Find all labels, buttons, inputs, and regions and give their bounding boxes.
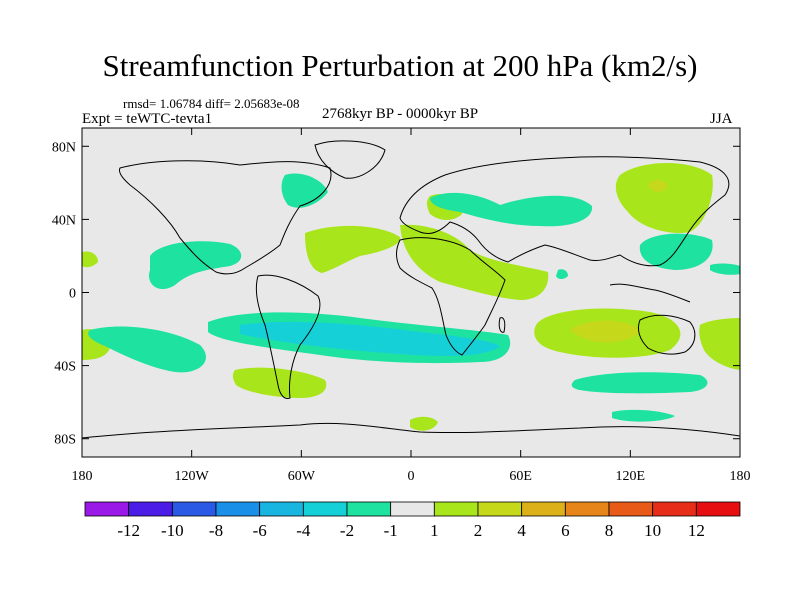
coastline-south-america bbox=[255, 274, 321, 399]
coastline-antarctica bbox=[82, 422, 740, 439]
lon-tick-label: 60E bbox=[509, 469, 532, 484]
coastline-north-america bbox=[119, 160, 332, 275]
contour-positive-indian-core bbox=[570, 320, 640, 343]
colorbar-label: 4 bbox=[517, 521, 526, 540]
contour-fill-layer bbox=[82, 162, 740, 431]
colorbar-swatch bbox=[215, 501, 261, 517]
lon-tick-label: 180 bbox=[730, 469, 751, 484]
colorbar-label: 2 bbox=[474, 521, 483, 540]
contour-positive-siberia bbox=[615, 162, 713, 234]
colorbar-swatch bbox=[652, 501, 697, 517]
latitude-axis: 80N 40N 0 40S 80S bbox=[52, 140, 740, 448]
colorbar-label: -4 bbox=[296, 521, 311, 540]
experiment-label: Expt = teWTC-tevta1 bbox=[82, 111, 213, 127]
contour-negative-asia-band bbox=[430, 192, 593, 227]
contour-positive-atlantic bbox=[305, 225, 401, 273]
colorbar-label: 1 bbox=[430, 521, 439, 540]
colorbar-swatch bbox=[521, 501, 566, 517]
season-label: JJA bbox=[710, 111, 733, 127]
colorbar-swatch bbox=[608, 501, 654, 517]
colorbar-swatch bbox=[477, 501, 523, 517]
colorbar-swatch bbox=[302, 501, 348, 517]
coastline-greenland bbox=[314, 140, 386, 179]
colorbar-swatch bbox=[695, 501, 741, 517]
colorbar-swatch bbox=[171, 501, 217, 517]
contour-positive-antarctic bbox=[410, 416, 438, 431]
colorbar-swatch bbox=[259, 501, 304, 517]
coastline-africa bbox=[396, 237, 506, 356]
contour-negative-southern-ocean bbox=[571, 372, 708, 394]
colorbar-swatch bbox=[128, 501, 173, 517]
colorbar-swatch bbox=[433, 501, 479, 517]
contour-negative-china bbox=[639, 233, 713, 270]
colorbar-label: 8 bbox=[605, 521, 614, 540]
coastline-australia bbox=[637, 314, 696, 355]
colorbar-label: -12 bbox=[117, 521, 140, 540]
contour-positive-africa bbox=[400, 224, 549, 300]
colorbar-label: -6 bbox=[253, 521, 267, 540]
contour-negative-indonesia bbox=[556, 269, 568, 279]
period-label: 2768kyr BP - 0000kyr BP bbox=[322, 106, 479, 122]
coastline-indonesia bbox=[609, 283, 691, 303]
colorbar-swatch bbox=[390, 501, 435, 517]
coastline-madagascar bbox=[498, 317, 506, 333]
longitude-axis: 180 120W 60W 0 60E 120E 180 bbox=[72, 128, 751, 484]
lat-tick-label: 40N bbox=[52, 213, 76, 228]
map-title: Streamfunction Perturbation at 200 hPa (… bbox=[102, 48, 698, 83]
lon-tick-label: 180 bbox=[72, 469, 93, 484]
colorbar-label: -2 bbox=[340, 521, 354, 540]
contour-negative-south-pacific bbox=[88, 326, 206, 373]
contour-negative-east-pacific bbox=[710, 263, 740, 275]
contour-positive-south-america bbox=[232, 367, 327, 398]
coastlines bbox=[82, 140, 740, 439]
colorbar-label: -8 bbox=[209, 521, 223, 540]
coastline-europe-asia bbox=[399, 156, 730, 267]
lon-tick-label: 0 bbox=[408, 469, 415, 484]
lat-tick-label: 80S bbox=[54, 433, 76, 448]
colorbar-swatch bbox=[564, 501, 610, 517]
contour-positive-east-pacific bbox=[699, 318, 740, 370]
lon-tick-label: 120W bbox=[175, 469, 210, 484]
lat-tick-label: 0 bbox=[69, 287, 76, 302]
contour-positive-west-edge bbox=[82, 251, 98, 268]
lon-tick-label: 120E bbox=[616, 469, 646, 484]
contour-negative-north-america bbox=[149, 241, 242, 290]
colorbar-label: 12 bbox=[688, 521, 705, 540]
colorbar-label: -1 bbox=[384, 521, 398, 540]
contour-negative-antarctic-east bbox=[612, 409, 675, 422]
colorbar-label: -10 bbox=[161, 521, 184, 540]
lat-tick-label: 80N bbox=[52, 140, 76, 155]
rmsd-diff-stats: rmsd= 1.06784 diff= 2.05683e-08 bbox=[123, 96, 300, 111]
lon-tick-label: 60W bbox=[288, 469, 316, 484]
colorbar-label: 6 bbox=[561, 521, 570, 540]
colorbar: -12 -10 -8 -6 -4 -2 -1 1 2 4 6 8 10 12 bbox=[84, 501, 741, 540]
contour-negative-south-band-core bbox=[240, 321, 500, 356]
colorbar-swatch bbox=[84, 501, 130, 517]
colorbar-label: 10 bbox=[644, 521, 661, 540]
contour-negative-hudson bbox=[281, 173, 328, 208]
contour-positive-siberia-core bbox=[648, 179, 668, 192]
lat-tick-label: 40S bbox=[54, 360, 76, 375]
colorbar-swatch bbox=[346, 501, 392, 517]
